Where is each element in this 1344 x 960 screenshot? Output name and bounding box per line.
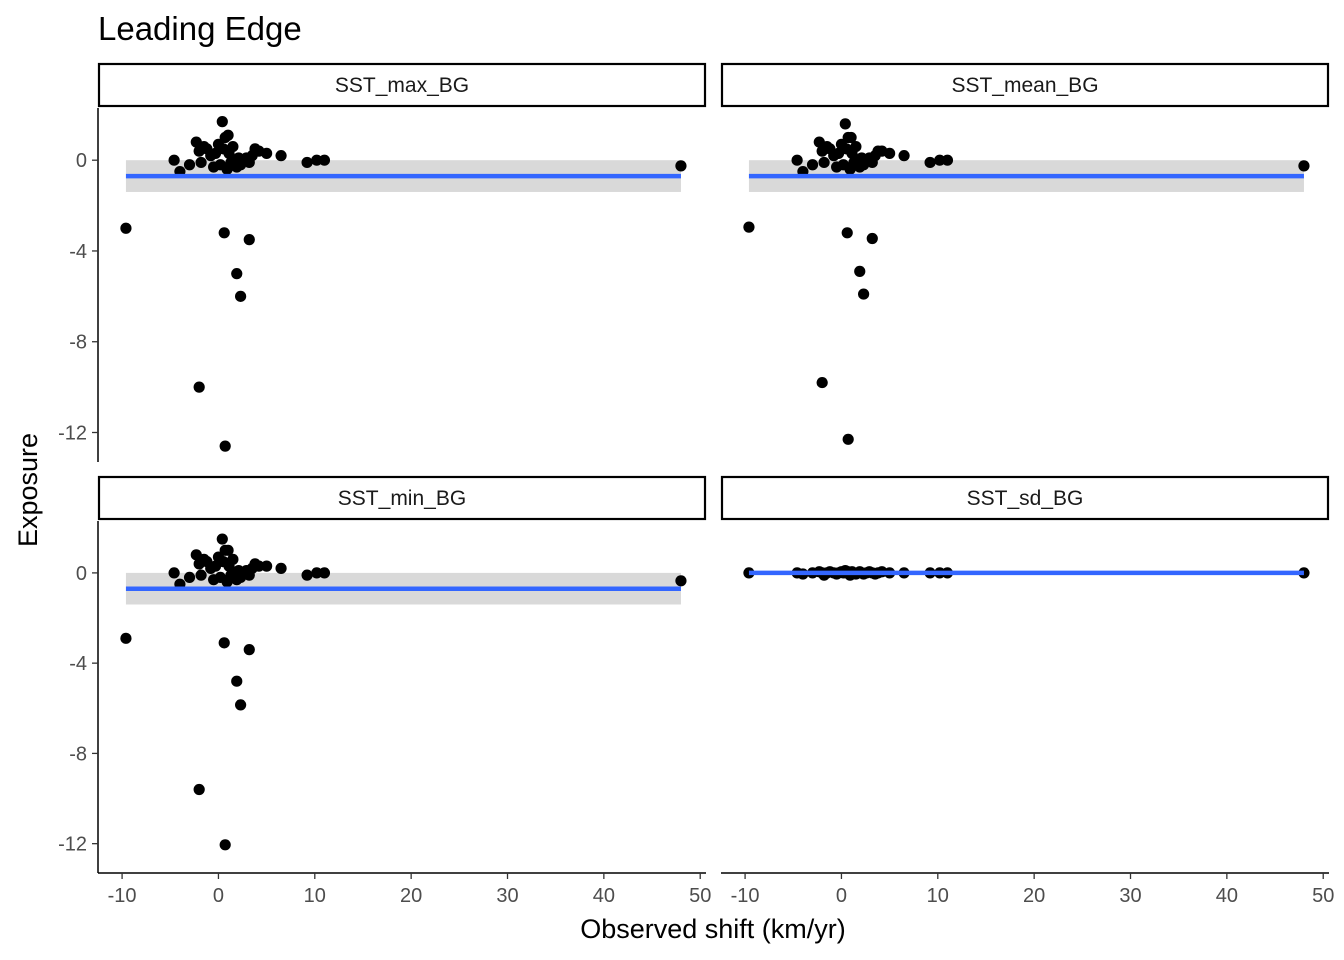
y-tick-label: -8 bbox=[69, 743, 87, 765]
data-point bbox=[675, 575, 687, 587]
facet-strip-label: SST_max_BG bbox=[335, 74, 469, 97]
data-point bbox=[219, 839, 231, 851]
data-point bbox=[301, 569, 313, 581]
data-point bbox=[839, 118, 851, 130]
panel-SST_mean_BG: SST_mean_BG bbox=[720, 62, 1330, 445]
data-point bbox=[841, 227, 853, 239]
data-point bbox=[806, 159, 819, 171]
x-tick-label: 20 bbox=[1023, 885, 1045, 907]
data-point bbox=[193, 783, 205, 796]
x-tick-label: 20 bbox=[400, 885, 422, 907]
data-point bbox=[934, 154, 946, 166]
data-point bbox=[275, 562, 287, 574]
data-point bbox=[898, 150, 910, 162]
data-point bbox=[318, 154, 331, 166]
panels: SST_max_BG 0 -4 -8 -12 SST_mean_BG SST_min_BG 0… bbox=[58, 62, 1334, 907]
x-tick-label: 0 bbox=[836, 885, 847, 907]
x-tick-label: 10 bbox=[927, 885, 949, 907]
y-tick-label: -8 bbox=[69, 332, 87, 354]
data-point bbox=[1298, 160, 1310, 172]
data-point bbox=[743, 221, 755, 233]
panel-SST_min_BG: SST_min_BG 0 -4 -8 -12 -10 0 10 20 30 40 50 bbox=[58, 475, 711, 907]
data-point bbox=[183, 571, 196, 584]
facet-strip-label: SST_mean_BG bbox=[951, 74, 1098, 97]
data-point bbox=[193, 381, 205, 393]
data-point bbox=[850, 140, 862, 153]
data-point bbox=[235, 699, 247, 711]
data-point bbox=[219, 440, 231, 452]
data-point bbox=[120, 632, 132, 644]
x-tick-label: 10 bbox=[304, 885, 326, 907]
data-point bbox=[222, 129, 234, 141]
facet-strip-label: SST_min_BG bbox=[338, 487, 466, 510]
x-tick-label: 40 bbox=[593, 885, 615, 907]
data-point bbox=[301, 156, 313, 169]
data-point bbox=[195, 156, 207, 169]
data-point bbox=[845, 131, 857, 144]
facet-strip bbox=[720, 62, 1330, 108]
data-point bbox=[816, 376, 828, 389]
data-point bbox=[253, 560, 265, 572]
data-point bbox=[941, 154, 954, 166]
data-point bbox=[195, 569, 207, 581]
y-tick-label: -12 bbox=[58, 423, 87, 445]
data-point bbox=[311, 154, 323, 166]
x-tick-label: 30 bbox=[1119, 885, 1141, 907]
data-point bbox=[243, 644, 255, 656]
data-point bbox=[216, 116, 228, 128]
data-point bbox=[866, 232, 878, 245]
data-point bbox=[235, 290, 247, 302]
panel-SST_max_BG: SST_max_BG 0 -4 -8 -12 bbox=[58, 62, 707, 462]
y-axis-title: Exposure bbox=[13, 433, 43, 547]
x-tick-label: -10 bbox=[731, 885, 760, 907]
data-point bbox=[231, 268, 243, 280]
y-tick-label: 0 bbox=[76, 150, 87, 172]
data-point bbox=[218, 227, 230, 239]
x-tick-label: 30 bbox=[496, 885, 518, 907]
x-axis-title: Observed shift (km/yr) bbox=[580, 914, 846, 944]
data-point bbox=[227, 140, 239, 153]
data-point bbox=[168, 567, 180, 579]
data-point bbox=[216, 533, 228, 545]
data-point bbox=[227, 553, 239, 565]
data-point bbox=[854, 265, 866, 277]
data-point bbox=[183, 159, 196, 171]
x-tick-label: -10 bbox=[108, 885, 137, 907]
data-point bbox=[858, 288, 870, 300]
data-point bbox=[924, 156, 936, 169]
y-tick-label: -4 bbox=[69, 241, 87, 263]
data-point bbox=[168, 154, 180, 166]
y-tick-label: -4 bbox=[69, 653, 87, 675]
y-tick-label: -12 bbox=[58, 834, 87, 856]
y-tick-label: 0 bbox=[76, 563, 87, 585]
data-point bbox=[275, 150, 287, 162]
facet-strip bbox=[97, 475, 707, 521]
facet-strip-label: SST_sd_BG bbox=[967, 487, 1084, 510]
facet-strip bbox=[97, 62, 707, 108]
x-tick-label: 50 bbox=[689, 885, 711, 907]
data-point bbox=[818, 156, 830, 169]
data-point bbox=[243, 234, 255, 246]
data-point bbox=[884, 147, 896, 159]
data-point bbox=[311, 567, 323, 579]
data-point bbox=[318, 567, 331, 579]
x-tick-label: 40 bbox=[1216, 885, 1238, 907]
data-point bbox=[675, 160, 687, 172]
data-point bbox=[261, 147, 273, 159]
data-point bbox=[120, 222, 132, 234]
panel-SST_sd_BG: SST_sd_BG -10 0 10 20 30 40 50 bbox=[720, 475, 1334, 907]
x-tick-label: 50 bbox=[1312, 885, 1334, 907]
data-point bbox=[231, 675, 243, 687]
data-point bbox=[791, 154, 803, 166]
data-point bbox=[222, 544, 234, 556]
chart-title: Leading Edge bbox=[98, 10, 302, 47]
facet-strip bbox=[720, 475, 1330, 521]
x-tick-label: 0 bbox=[213, 885, 224, 907]
data-point bbox=[842, 433, 854, 445]
data-point bbox=[218, 637, 230, 649]
data-point bbox=[261, 560, 273, 572]
